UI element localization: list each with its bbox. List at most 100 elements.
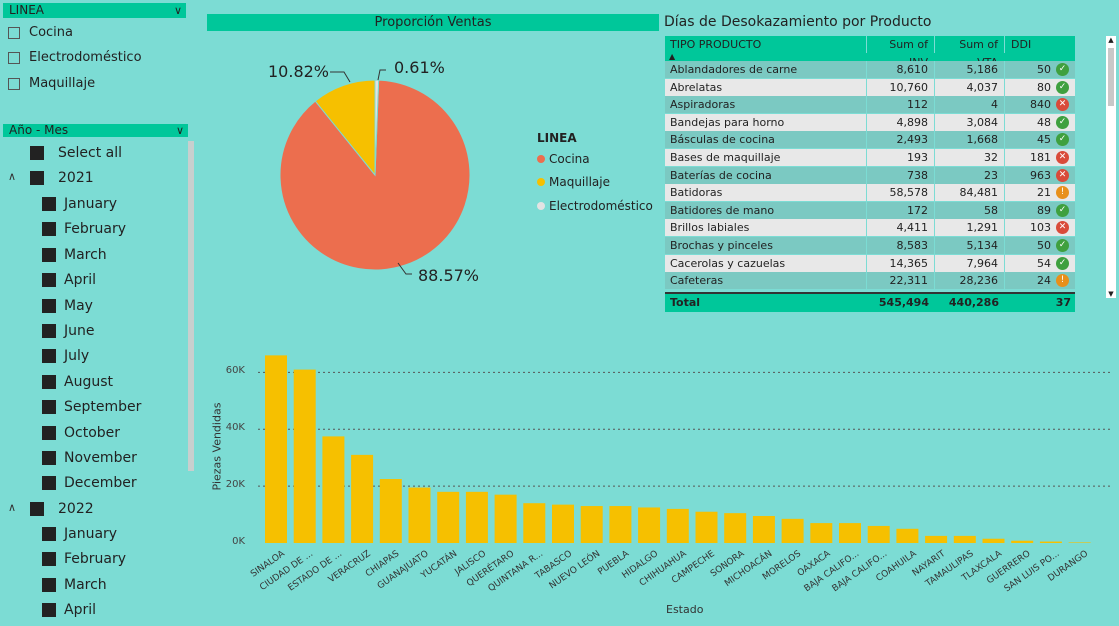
bar[interactable]	[810, 523, 833, 543]
checkbox-icon[interactable]	[8, 26, 20, 39]
bar[interactable]	[1068, 542, 1091, 543]
table-row[interactable]: Cacerolas y cazuelas 14,365 7,964 54 ✓	[665, 254, 1075, 272]
checkbox-checked-icon[interactable]	[42, 324, 56, 338]
month-option[interactable]: November	[42, 450, 137, 466]
month-option[interactable]: October	[42, 425, 120, 441]
table-row[interactable]: Batidoras 58,578 84,481 21!	[665, 184, 1075, 202]
legend-item-cocina[interactable]: Cocina	[537, 152, 590, 166]
bar[interactable]	[752, 515, 775, 543]
bar[interactable]	[638, 507, 661, 543]
bar[interactable]	[982, 538, 1005, 543]
checkbox-checked-icon[interactable]	[42, 273, 56, 288]
checkbox-checked-icon[interactable]	[42, 527, 56, 541]
pie-slice-electrodomestico[interactable]	[374, 79, 380, 176]
bar[interactable]	[379, 479, 402, 543]
collapse-icon[interactable]: ∧	[8, 501, 17, 514]
bar[interactable]	[867, 525, 890, 543]
month-option[interactable]: June	[42, 323, 95, 339]
month-option[interactable]: May	[42, 298, 93, 314]
bar[interactable]	[695, 511, 718, 543]
bar[interactable]	[839, 523, 861, 543]
table-row[interactable]: Brochas y pinceles 8,583 5,134 50 ✓	[665, 237, 1075, 254]
chevron-down-icon[interactable]: ∨	[175, 124, 184, 137]
checkbox-checked-icon[interactable]	[30, 171, 44, 185]
bar[interactable]	[1011, 540, 1034, 543]
table-row[interactable]: Brillos labiales 4,411 1,291 103 ✕	[665, 219, 1075, 237]
checkbox-checked-icon[interactable]	[42, 349, 56, 364]
checkbox-checked-icon[interactable]	[42, 298, 56, 313]
bar[interactable]	[494, 494, 517, 543]
bar[interactable]	[580, 506, 603, 543]
checkbox-checked-icon[interactable]	[42, 247, 56, 262]
scroll-up-icon[interactable]: ▲	[1108, 36, 1114, 44]
checkbox-checked-icon[interactable]	[42, 197, 56, 211]
linea-option-maquillaje[interactable]: Maquillaje	[8, 76, 95, 91]
bar[interactable]	[408, 487, 431, 543]
month-option[interactable]: August	[42, 374, 113, 390]
linea-option-cocina[interactable]: Cocina	[8, 25, 73, 40]
chevron-down-icon[interactable]: ∨	[173, 4, 182, 17]
legend-item-maquillaje[interactable]: Maquillaje	[537, 175, 610, 189]
month-option[interactable]: July	[42, 348, 89, 364]
bar[interactable]	[896, 528, 919, 543]
bar[interactable]	[1039, 541, 1062, 543]
linea-option-electrodomestico[interactable]: Electrodoméstico	[8, 50, 142, 65]
table-row[interactable]: Cafeteras 22,311 28,236 24!	[665, 272, 1075, 290]
bar[interactable]	[437, 491, 460, 543]
month-option[interactable]: April	[42, 602, 96, 618]
bar[interactable]	[465, 491, 488, 543]
bar[interactable]	[552, 504, 574, 543]
bar[interactable]	[724, 513, 747, 543]
table-row[interactable]: Ablandadores de carne 8,610 5,186 50 ✓	[665, 61, 1075, 78]
bar[interactable]	[609, 506, 632, 543]
table-row[interactable]: Abrelatas 10,760 4,037 80 ✓	[665, 78, 1075, 96]
table-row[interactable]: Aspiradoras 112 4 840 ✕	[665, 96, 1075, 114]
checkbox-checked-icon[interactable]	[42, 222, 56, 237]
checkbox-checked-icon[interactable]	[42, 552, 56, 567]
month-option[interactable]: February	[42, 221, 126, 237]
table-row[interactable]: Bases de maquillaje 193 32 181 ✕	[665, 149, 1075, 166]
bar[interactable]	[953, 535, 976, 543]
checkbox-checked-icon[interactable]	[42, 603, 56, 618]
legend-item-electrodomestico[interactable]: Electrodoméstico	[537, 199, 653, 213]
collapse-icon[interactable]: ∧	[8, 170, 17, 183]
month-option[interactable]: April	[42, 272, 96, 288]
month-option[interactable]: September	[42, 399, 141, 415]
checkbox-checked-icon[interactable]	[30, 502, 44, 516]
bar[interactable]	[925, 535, 948, 543]
month-option[interactable]: December	[42, 475, 137, 491]
table-row[interactable]: Batidores de mano 172 58 89 ✓	[665, 201, 1075, 219]
date-slicer-scrollbar[interactable]	[188, 141, 194, 471]
checkbox-checked-icon[interactable]	[42, 451, 56, 465]
checkbox-checked-icon[interactable]	[42, 577, 56, 592]
table-scrollbar[interactable]: ▲ ▼	[1106, 36, 1116, 298]
month-option[interactable]: January	[42, 526, 117, 542]
checkbox-checked-icon[interactable]	[42, 400, 56, 415]
checkbox-icon[interactable]	[8, 51, 20, 64]
table-row[interactable]: Bandejas para horno 4,898 3,084 48 ✓	[665, 113, 1075, 131]
bar[interactable]	[322, 436, 345, 543]
bar[interactable]	[523, 503, 546, 543]
bar[interactable]	[293, 369, 316, 543]
checkbox-checked-icon[interactable]	[42, 374, 56, 389]
month-option[interactable]: February	[42, 551, 126, 567]
col-header-ddi[interactable]: DDI	[1011, 38, 1032, 51]
linea-slicer-header[interactable]: LINEA ∨	[3, 3, 186, 18]
checkbox-icon[interactable]	[8, 77, 20, 90]
scroll-down-icon[interactable]: ▼	[1108, 290, 1114, 298]
year-2021-option[interactable]: 2021	[30, 170, 94, 186]
date-slicer-header[interactable]: Año - Mes ∨	[3, 124, 188, 137]
col-header-tipo[interactable]: TIPO PRODUCTO ▲	[665, 36, 867, 61]
scroll-thumb[interactable]	[1108, 48, 1114, 106]
bar[interactable]	[265, 355, 287, 543]
select-all-option[interactable]: Select all	[30, 145, 122, 161]
checkbox-checked-icon[interactable]	[42, 425, 56, 440]
bar[interactable]	[351, 454, 374, 543]
month-option[interactable]: January	[42, 196, 117, 212]
bar[interactable]	[781, 518, 804, 543]
checkbox-checked-icon[interactable]	[30, 146, 44, 160]
table-row[interactable]: Baterías de cocina 738 23 963 ✕	[665, 166, 1075, 184]
checkbox-checked-icon[interactable]	[42, 476, 56, 491]
month-option[interactable]: March	[42, 577, 107, 593]
bar[interactable]	[666, 508, 689, 543]
